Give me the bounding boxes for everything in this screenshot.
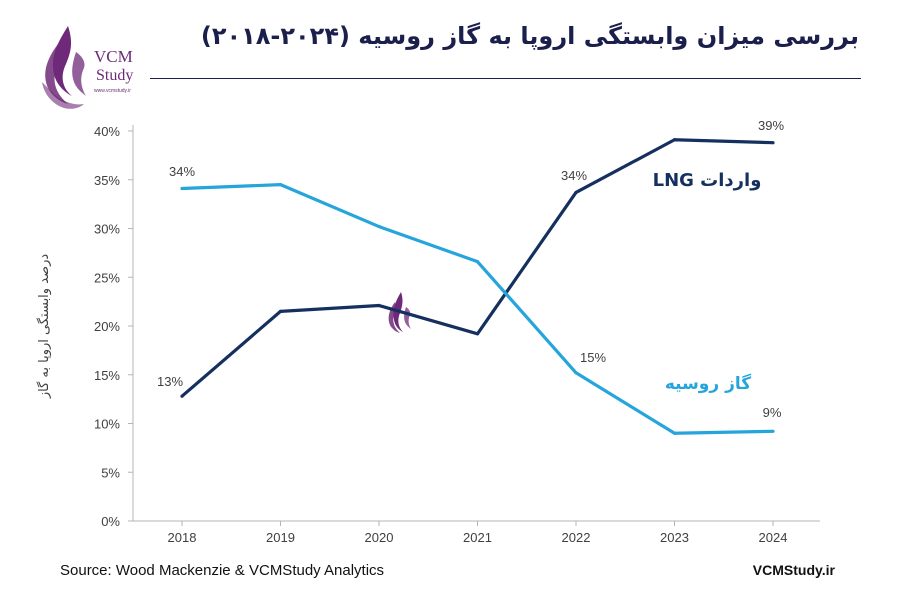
- logo-text: VCM: [94, 47, 133, 66]
- x-tick-label: 2018: [168, 530, 197, 545]
- logo-subtext: Study: [96, 67, 133, 84]
- y-tick-label: 5%: [101, 465, 120, 480]
- series-line-russian-gas: [181, 183, 774, 435]
- data-point-russian-gas: [475, 260, 480, 264]
- x-tick-label: 2022: [562, 530, 591, 545]
- x-tick-label: 2023: [660, 530, 689, 545]
- data-label: 9%: [763, 405, 782, 420]
- site-url: VCMStudy.ir: [752, 562, 835, 578]
- data-point-lng: [475, 332, 480, 336]
- logo-url: www.vcmstudy.ir: [94, 88, 131, 94]
- data-point-lng: [672, 138, 677, 142]
- data-point-russian-gas: [574, 371, 578, 375]
- data-point-russian-gas: [672, 431, 677, 435]
- y-axis-label: درصد وابستگی اروپا به گاز: [36, 254, 52, 399]
- series-label-lng: واردات LNG: [653, 170, 762, 191]
- y-tick-label: 35%: [94, 173, 120, 188]
- y-tick-label: 0%: [101, 514, 120, 529]
- chart-axes: 0% 5% 10% 15% 20% 25% 30% 35% 40% 2018 2019 2020 202…: [36, 124, 820, 545]
- data-point-lng: [574, 190, 578, 195]
- y-tick-label: 15%: [94, 368, 120, 383]
- chart-labels: 13% 34% 39% واردات LNG 34% 15% 9% گاز روسیه: [157, 118, 784, 420]
- data-point-russian-gas: [771, 429, 775, 433]
- data-point-russian-gas: [180, 186, 184, 191]
- source-note: Source: Wood Mackenzie & VCMStudy Analyt…: [60, 562, 385, 579]
- data-point-lng: [771, 141, 775, 145]
- data-label: 39%: [758, 118, 784, 133]
- data-label: 34%: [169, 164, 195, 179]
- x-tick-label: 2020: [365, 530, 394, 545]
- data-point-russian-gas: [278, 183, 283, 187]
- x-tick-label: 2021: [463, 530, 492, 545]
- flame-logo-icon: [42, 26, 86, 109]
- chart-series: [180, 138, 775, 435]
- data-point-russian-gas: [377, 224, 381, 229]
- x-tick-label: 2024: [759, 530, 788, 545]
- title-divider: [150, 78, 861, 79]
- data-label: 15%: [580, 350, 606, 365]
- y-tick-label: 10%: [94, 417, 120, 432]
- y-tick-label: 40%: [94, 124, 120, 139]
- data-point-lng: [180, 394, 184, 398]
- page-title: بررسی میزان وابستگی اروپا به گاز روسیه (…: [200, 22, 859, 50]
- data-point-lng: [278, 309, 283, 313]
- y-tick-label: 20%: [94, 319, 120, 334]
- data-label: 34%: [561, 168, 587, 183]
- data-label: 13%: [157, 374, 183, 389]
- vcmstudy-logo: VCM Study www.vcmstudy.ir: [28, 22, 148, 114]
- y-tick-label: 25%: [94, 270, 120, 285]
- series-label-russian-gas: گاز روسیه: [665, 373, 751, 394]
- y-tick-label: 30%: [94, 222, 120, 237]
- data-point-lng: [377, 303, 381, 308]
- x-tick-label: 2019: [266, 530, 295, 545]
